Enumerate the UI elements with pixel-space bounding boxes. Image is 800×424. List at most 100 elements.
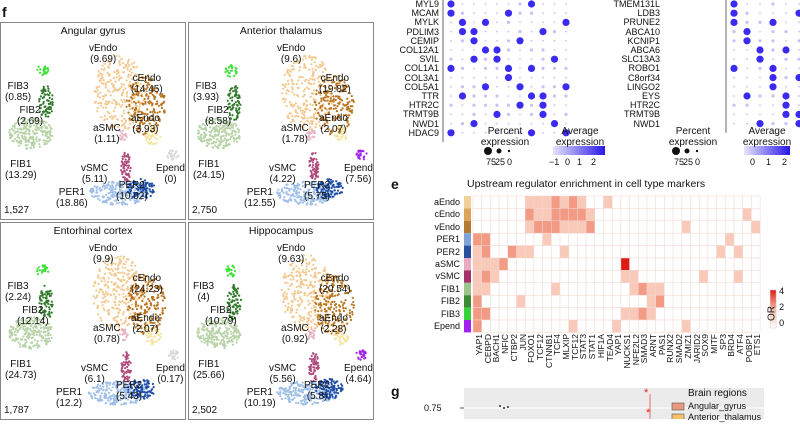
umap-point-vEndo (121, 285, 123, 287)
umap-point-FIB1 (223, 135, 225, 137)
umap-point-FIB1 (39, 146, 41, 148)
umap-point-cEndo (316, 89, 318, 91)
cluster-label-vendo: vEndo (9.9) (89, 243, 117, 265)
umap-point-vEndo (303, 90, 305, 92)
umap-point-vEndo (297, 87, 299, 89)
umap-point-PER1 (103, 397, 105, 399)
umap-point-Epend (363, 357, 365, 359)
umap-point-PER2 (152, 393, 154, 395)
umap-point-FIB1 (237, 329, 239, 331)
umap-point-vEndo (123, 302, 125, 304)
umap-point-vEndo (99, 96, 101, 98)
umap-point-vEndo (120, 301, 122, 303)
umap-point-vEndo (288, 117, 290, 119)
umap-point-FIB3 (231, 265, 233, 267)
umap-point-FIB1 (202, 123, 204, 125)
umap-point-vEndo (118, 79, 120, 81)
umap-point-FIB1 (25, 141, 27, 143)
umap-point-vEndo (103, 95, 105, 97)
umap-point-vSMC (317, 368, 319, 370)
umap-point-vEndo (100, 277, 102, 279)
umap-point-vEndo (131, 261, 133, 263)
umap-point-cEndo (319, 307, 321, 309)
umap-point-aSMC (123, 139, 125, 141)
umap-point-Epend (362, 150, 364, 152)
umap-point-PER1 (317, 402, 319, 404)
umap-point-PER1 (295, 389, 297, 391)
umap-point-FIB2 (236, 104, 238, 106)
umap-point-vEndo (311, 307, 313, 309)
umap-point-FIB3 (44, 266, 46, 268)
umap-point-aSMC (127, 334, 129, 336)
umap-point-vEndo (298, 69, 300, 71)
umap-point-FIB1 (44, 334, 46, 336)
umap-point-vEndo (302, 96, 304, 98)
umap-point-cEndo (153, 108, 155, 110)
umap-point-vEndo (97, 89, 99, 91)
umap-point-vSMC (311, 355, 313, 357)
umap-point-FIB1 (198, 138, 200, 140)
umap-point-vEndo (320, 64, 322, 66)
umap-point-FIB1 (232, 344, 234, 346)
umap-point-PER1 (298, 191, 300, 193)
umap-point-PER1 (95, 186, 97, 188)
umap-point-vEndo (315, 57, 317, 59)
umap-point-vEndo (131, 269, 133, 271)
umap-point-vEndo (313, 305, 315, 307)
umap-point-vEndo (287, 282, 289, 284)
umap-point-FIB1 (32, 142, 34, 144)
umap-point-vEndo (308, 311, 310, 313)
umap-point-vEndo (304, 88, 306, 90)
umap-point-FIB1 (208, 139, 210, 141)
umap-point-FIB1 (22, 335, 24, 337)
umap-point-FIB2 (49, 97, 51, 99)
umap-point-vEndo (100, 105, 102, 107)
umap-point-aEndo (155, 340, 157, 342)
umap-point-vEndo (107, 287, 109, 289)
umap-point-aEndo (158, 338, 160, 340)
umap-point-PER1 (94, 394, 96, 396)
umap-point-PER1 (88, 393, 90, 395)
dot (461, 39, 464, 42)
umap-point-vEndo (101, 82, 103, 84)
umap-point-vEndo (104, 296, 106, 298)
umap-point-vEndo (287, 309, 289, 311)
umap-point-FIB2 (46, 99, 48, 101)
umap-point-PER1 (102, 196, 104, 198)
umap-point-vEndo (123, 67, 125, 69)
umap-point-vEndo (303, 279, 305, 281)
umap-point-vEndo (310, 96, 312, 98)
umap-point-Epend (171, 158, 173, 160)
umap-point-cEndo (129, 307, 131, 309)
umap-point-FIB2 (44, 113, 46, 115)
umap-point-PER1 (101, 392, 103, 394)
umap-point-vEndo (98, 75, 100, 77)
umap-point-vEndo (127, 276, 129, 278)
umap-point-vEndo (116, 73, 118, 75)
umap-point-PER2 (336, 193, 338, 195)
umap-point-FIB1 (217, 147, 219, 149)
umap-point-vEndo (93, 285, 95, 287)
umap-point-vEndo (325, 69, 327, 71)
umap-point-FIB1 (49, 126, 51, 128)
umap-point-FIB1 (218, 328, 220, 330)
umap-point-aEndo (154, 143, 156, 145)
umap-point-vEndo (106, 118, 108, 120)
umap-point-FIB1 (235, 124, 237, 126)
umap-point-cEndo (320, 100, 322, 102)
umap-point-PER2 (342, 187, 344, 189)
umap-point-PER1 (299, 390, 301, 392)
umap-point-PER2 (146, 383, 148, 385)
umap-point-FIB1 (211, 130, 213, 132)
umap-point-vEndo (94, 102, 96, 104)
umap-point-vEndo (295, 312, 297, 314)
umap-point-Epend (357, 150, 359, 152)
cluster-label-epend: Epend (0.17) (156, 363, 185, 385)
umap-point-PER1 (92, 188, 94, 190)
umap-point-vEndo (107, 268, 109, 270)
umap-point-vSMC (311, 166, 313, 168)
umap-point-FIB1 (21, 135, 23, 137)
umap-point-vEndo (294, 115, 296, 117)
umap-point-FIB1 (49, 131, 51, 133)
umap-point-vSMC (130, 167, 132, 169)
